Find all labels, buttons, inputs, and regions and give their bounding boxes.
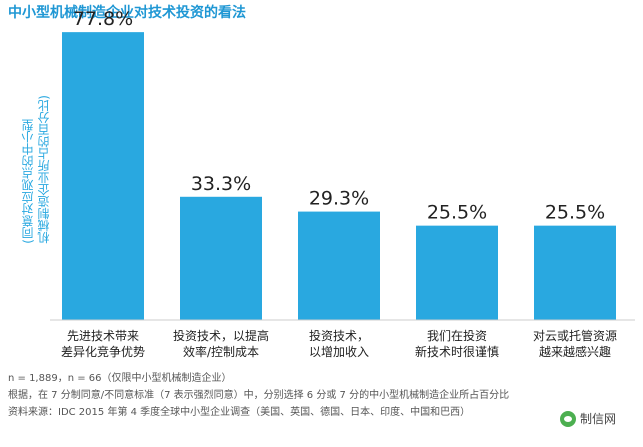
- bar-3: [416, 225, 498, 320]
- bar-0: [62, 32, 144, 320]
- category-label-4: 对云或托管资源 越来越感兴趣: [532, 329, 617, 359]
- watermark-text: 制信网: [580, 412, 617, 426]
- value-label-2: 29.3%: [309, 188, 369, 210]
- bar-4: [534, 225, 616, 320]
- footnote-method: 根据，在 7 分制同意/不同意标准（7 表示强烈同意）中，分别选择 6 分或 7…: [8, 390, 510, 401]
- value-label-1: 33.3%: [191, 173, 251, 195]
- category-label-3: 我们在投资 新技术时很谨慎: [414, 329, 499, 359]
- footnote-source: 资料来源：IDC 2015 年第 4 季度全球中小型企业调查（美国、英国、德国、…: [8, 407, 471, 418]
- value-labels-group: 77.8% 33.3% 29.3% 25.5% 25.5%: [73, 8, 605, 224]
- value-label-3: 25.5%: [427, 202, 487, 224]
- footnote-sample: n = 1,889，n = 66（仅限中小型机械制造企业）: [8, 373, 232, 384]
- category-label-1: 投资技术，以提高 效率/控制成本: [172, 329, 269, 359]
- bar-1: [180, 196, 262, 320]
- category-label-2: 投资技术， 以增加收入: [308, 329, 369, 359]
- watermark: 制信网: [560, 410, 616, 427]
- wechat-icon: [560, 410, 576, 427]
- value-label-0: 77.8%: [73, 8, 133, 30]
- chart-title: 中小型机械制造企业对技术投资的看法: [8, 5, 246, 21]
- value-label-4: 25.5%: [545, 202, 605, 224]
- category-label-0: 先进技术带来 差异化竞争优势: [60, 329, 145, 359]
- bars-group: [62, 32, 616, 320]
- bar-2: [298, 211, 380, 320]
